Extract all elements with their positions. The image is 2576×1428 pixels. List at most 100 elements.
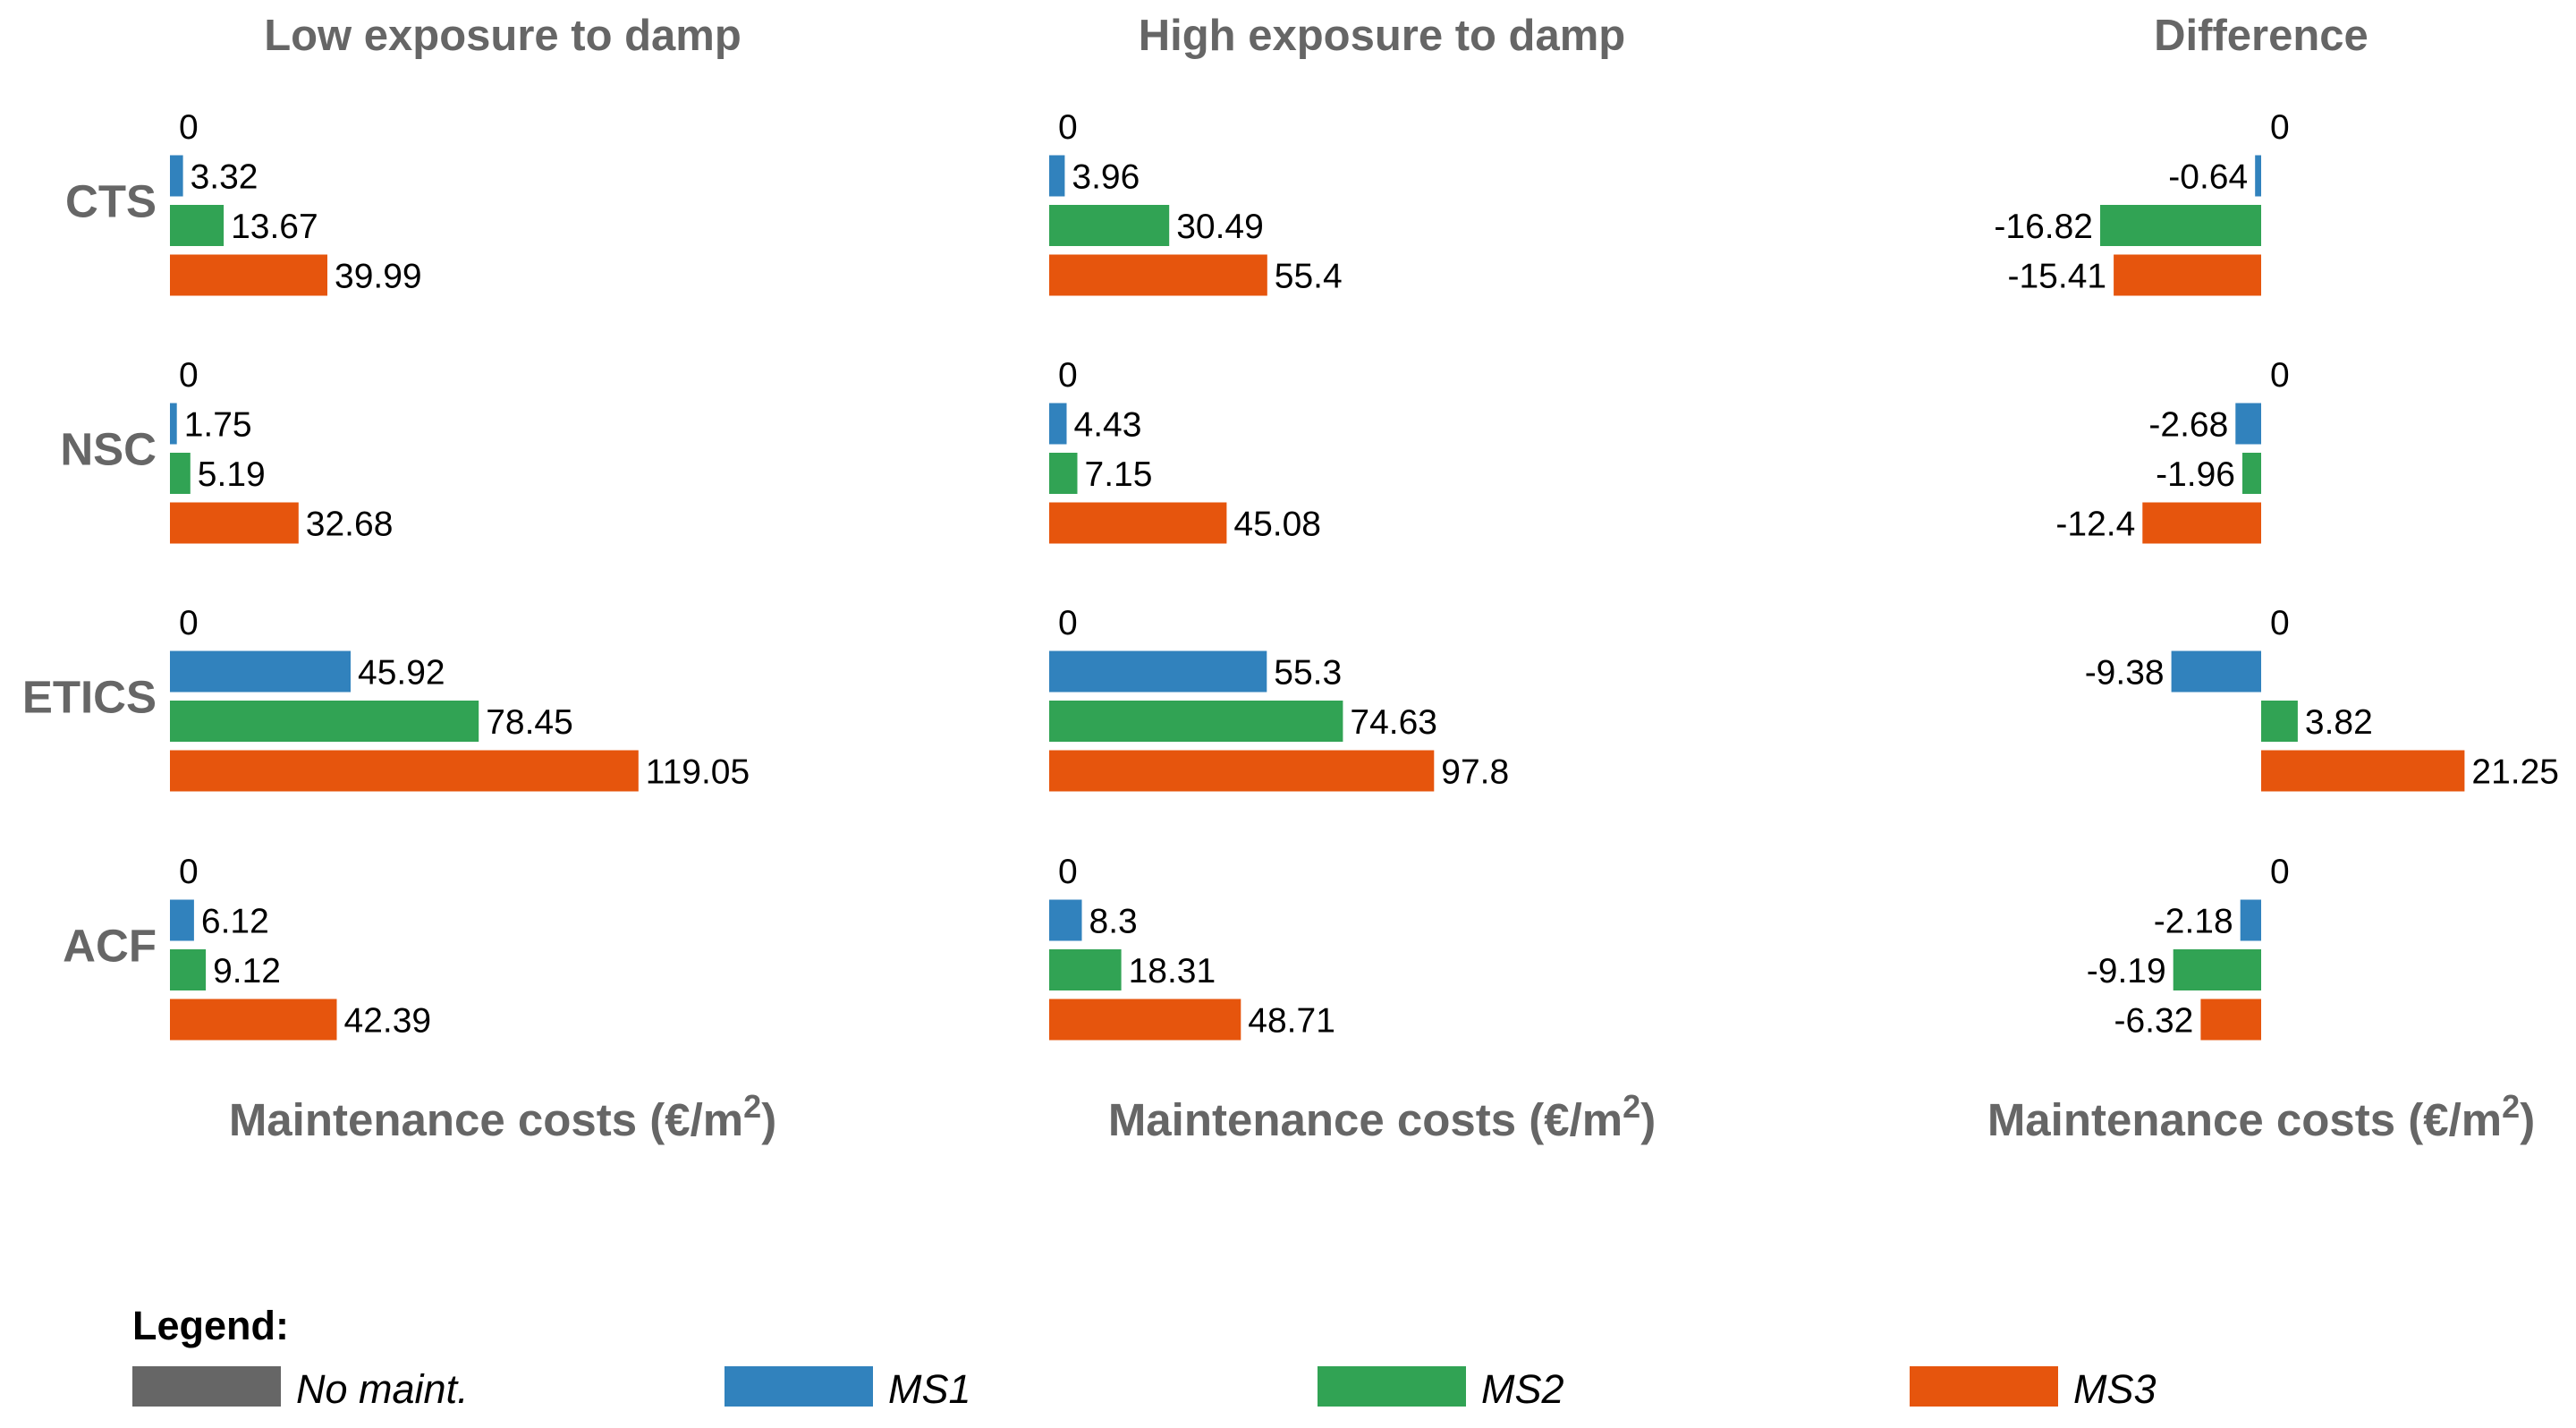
x-axis-title: Maintenance costs (€/m2) [1987,1088,2535,1145]
legend-label: No maint. [296,1366,469,1412]
legend-title: Legend: [132,1303,289,1348]
x-axis-title-end: ) [2520,1094,2535,1145]
bar-acf-ms3 [170,999,337,1041]
value-label-acf-ms2: -9.19 [2087,952,2166,990]
value-label-cts-no-maint: 0 [1058,108,1078,147]
value-label-acf-no-maint: 0 [2270,853,2290,891]
value-label-nsc-ms3: 32.68 [306,506,394,544]
bar-nsc-ms2 [170,453,191,494]
legend-swatch [1910,1366,2058,1407]
legend-item-ms3: MS3 [1910,1366,2157,1412]
bar-cts-ms2 [2100,205,2261,246]
value-label-nsc-ms2: -1.96 [2156,455,2235,494]
value-label-acf-no-maint: 0 [1058,853,1078,891]
value-label-acf-ms1: -2.18 [2154,903,2233,941]
bar-nsc-ms2 [1049,453,1078,494]
value-label-nsc-no-maint: 0 [2270,356,2290,395]
bar-acf-ms3 [2200,999,2261,1041]
panel-title: Difference [2154,12,2368,60]
x-axis-title-end: ) [761,1094,776,1145]
value-label-etics-ms1: 55.3 [1274,654,1342,693]
bar-nsc-ms1 [170,403,177,445]
bar-nsc-ms2 [2242,453,2261,494]
x-axis-title-main: Maintenance costs (€/m [1108,1094,1623,1145]
legend-item-ms2: MS2 [1318,1366,1564,1412]
value-label-etics-ms2: 74.63 [1350,703,1437,742]
bar-etics-ms3 [1049,750,1435,792]
legend-swatch [132,1366,281,1407]
value-label-cts-ms1: 3.32 [191,158,258,197]
panel-title: Low exposure to damp [264,12,741,60]
value-label-nsc-ms1: -2.68 [2148,406,2228,445]
bar-cts-ms3 [1049,254,1267,296]
legend-swatch [1318,1366,1466,1407]
bar-etics-ms2 [1049,701,1343,742]
bar-acf-ms2 [2173,949,2261,990]
bar-acf-ms1 [2240,899,2261,941]
value-label-cts-ms3: -15.41 [2008,258,2107,296]
value-label-nsc-ms2: 5.19 [198,455,266,494]
chart-panels: Low exposure to damp 0 3.32 13.67 39.99 0 1.75… [170,12,2559,1145]
value-label-cts-ms2: 30.49 [1176,208,1264,246]
panel-difference: Difference0-0.64-16.82-15.410-2.68-1.96-… [1987,12,2559,1145]
legend-item-no-maint: No maint. [132,1366,469,1412]
legend-item-ms1: MS1 [724,1366,971,1412]
bar-cts-ms3 [170,254,327,296]
x-axis-title-end: ) [1640,1094,1656,1145]
legend-label: MS3 [2073,1366,2157,1412]
legend-swatch [724,1366,873,1407]
panel-high-exposure-to-damp: High exposure to damp 0 3.96 30.49 55.4 0 4.43… [1049,12,1656,1145]
value-label-nsc-ms2: 7.15 [1085,455,1153,494]
value-label-etics-ms3: 21.25 [2471,753,2559,792]
bar-nsc-ms3 [170,502,299,544]
category-label-etics: ETICS [22,671,157,722]
category-labels: CTS NSC ETICS ACF [22,175,157,971]
bar-nsc-ms1 [1049,403,1067,445]
legend-label: MS1 [888,1366,971,1412]
bar-nsc-ms3 [2142,502,2261,544]
bar-etics-ms1 [1049,650,1267,693]
value-label-cts-no-maint: 0 [179,108,199,147]
bar-etics-ms1 [170,650,351,693]
bar-etics-ms2 [2261,701,2298,742]
bar-cts-ms3 [2114,254,2261,296]
value-label-etics-no-maint: 0 [1058,604,1078,642]
value-label-nsc-ms1: 4.43 [1074,406,1142,445]
bar-acf-ms1 [170,899,194,941]
bar-cts-ms1 [1049,155,1065,197]
bar-acf-ms2 [170,949,207,990]
value-label-etics-ms1: -9.38 [2085,654,2165,693]
x-axis-title-main: Maintenance costs (€/m [1987,1094,2502,1145]
panel-title: High exposure to damp [1139,12,1626,60]
panel-low-exposure-to-damp: Low exposure to damp 0 3.32 13.67 39.99 0 1.75… [170,12,776,1145]
value-label-cts-ms3: 39.99 [335,258,422,296]
value-label-etics-ms3: 97.8 [1441,753,1509,792]
value-label-etics-ms3: 119.05 [646,753,750,792]
value-label-nsc-no-maint: 0 [179,356,199,395]
value-label-etics-ms2: 3.82 [2305,703,2373,742]
value-label-etics-no-maint: 0 [179,604,199,642]
category-label-acf: ACF [63,920,157,971]
bar-cts-ms1 [2255,155,2261,197]
value-label-acf-no-maint: 0 [179,853,199,891]
value-label-cts-ms1: 3.96 [1072,158,1140,197]
bar-etics-ms3 [170,750,639,792]
value-label-etics-ms2: 78.45 [486,703,573,742]
bar-cts-ms2 [1049,205,1170,246]
legend-label: MS2 [1481,1366,1564,1412]
legend: Legend: No maint. MS1 MS2 MS3 [132,1303,2157,1412]
value-label-nsc-no-maint: 0 [1058,356,1078,395]
value-label-nsc-ms3: -12.4 [2055,506,2135,544]
x-axis-title-main: Maintenance costs (€/m [229,1094,743,1145]
value-label-acf-ms2: 18.31 [1129,952,1216,990]
x-axis-title: Maintenance costs (€/m2) [1108,1088,1656,1145]
bar-etics-ms1 [2171,650,2261,693]
value-label-cts-no-maint: 0 [2270,108,2290,147]
x-axis-title-superscript: 2 [2502,1088,2520,1125]
bar-etics-ms2 [170,701,479,742]
bar-acf-ms1 [1049,899,1082,941]
value-label-cts-ms2: -16.82 [1994,208,2093,246]
bar-cts-ms2 [170,205,225,246]
value-label-acf-ms1: 8.3 [1089,903,1138,941]
bar-acf-ms2 [1049,949,1122,990]
